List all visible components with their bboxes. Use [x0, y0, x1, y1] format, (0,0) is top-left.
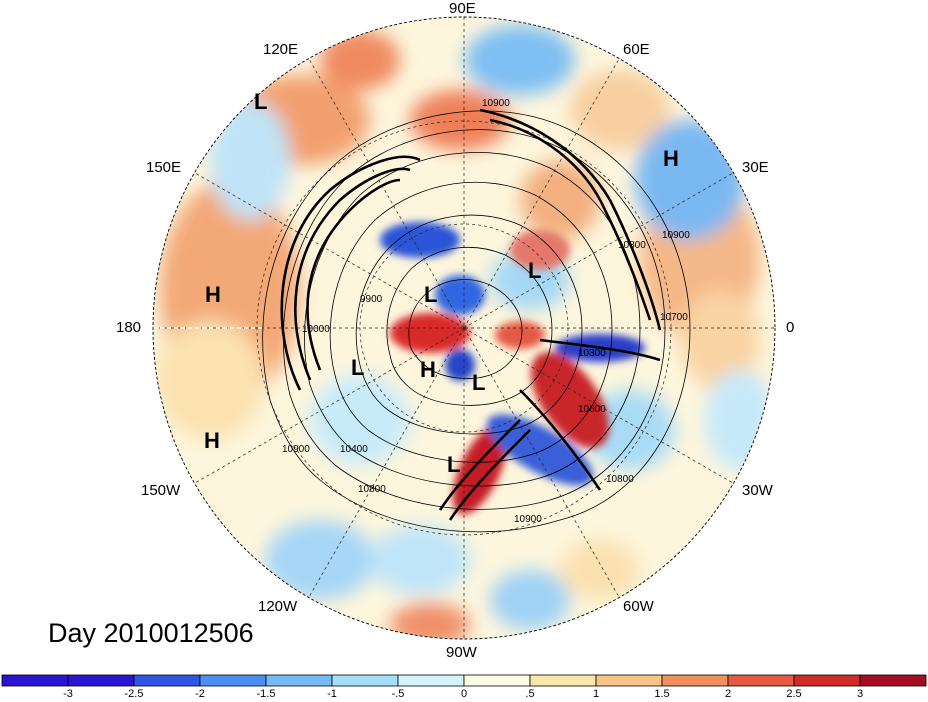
colorbar-box [265, 674, 333, 687]
colorbar-box [331, 674, 399, 687]
colorbar-box [859, 674, 927, 687]
contour-label: 10900 [514, 514, 542, 525]
pressure-center-low: L [351, 355, 364, 380]
colorbar-box [793, 674, 861, 687]
colorbar-box [1, 674, 69, 687]
colorbar-box [133, 674, 201, 687]
pressure-center-high: H [420, 357, 436, 382]
longitude-label-0: 0 [786, 319, 795, 336]
longitude-label-120w: 120W [258, 598, 298, 615]
colorbar-tick-label: 2.5 [786, 688, 802, 700]
colorbar-tick-label: -.5 [391, 688, 405, 700]
longitude-label-150w: 150W [141, 482, 181, 499]
pressure-center-high: H [663, 146, 679, 171]
pressure-center-high: H [205, 282, 221, 307]
contour-label: 9900 [360, 294, 383, 305]
longitude-label-150e: 150E [146, 159, 182, 176]
colorbar-tick-label: 1.5 [654, 688, 670, 700]
contour-label: 10700 [660, 312, 688, 323]
pressure-center-low: L [472, 370, 485, 395]
pressure-center-low: L [447, 452, 460, 477]
colorbar-tick-label: .5 [525, 688, 535, 700]
figure-title: Day 2010012506 [48, 618, 254, 648]
longitude-label-180: 180 [116, 319, 142, 336]
colorbar-tick-label: -3 [63, 688, 73, 700]
contour-label: 10900 [662, 230, 690, 241]
map-boundary [152, 16, 776, 640]
pressure-center-low: L [254, 89, 267, 114]
colorbar [1, 674, 927, 687]
colorbar-tick-label: -1 [327, 688, 337, 700]
contour-label: 10800 [606, 474, 634, 485]
contour-label-group: 10900 10800 10700 10600 10300 10000 9900… [282, 98, 690, 525]
colorbar-box [463, 674, 531, 687]
colorbar-box [67, 674, 135, 687]
height-contours [262, 110, 691, 533]
contour-label: 10400 [340, 444, 368, 455]
contour-label: 10900 [282, 444, 310, 455]
pressure-center-low: L [424, 282, 437, 307]
pressure-center-low: L [528, 258, 541, 283]
colorbar-box [661, 674, 729, 687]
colorbar-tick-label: 3 [856, 688, 864, 700]
colorbar-box [529, 674, 597, 687]
graticule [153, 17, 775, 639]
contour-label: 10800 [618, 240, 646, 251]
pressure-center-group: L H H L L H L L H L [204, 89, 679, 477]
colorbar-tick-label: 2 [724, 688, 732, 700]
colorbar-box [595, 674, 663, 687]
contour-label: 10900 [482, 98, 510, 109]
colorbar-tick-label: -1.5 [256, 688, 276, 700]
longitude-label-90e: 90E [449, 0, 476, 17]
longitude-label-120e: 120E [263, 41, 299, 58]
longitude-label-60e: 60E [623, 41, 650, 58]
anomaly-field [153, 17, 775, 639]
colorbar-tick-label: 1 [592, 688, 600, 700]
colorbar-tick-label: -2 [195, 688, 205, 700]
colorbar-box [397, 674, 465, 687]
longitude-label-90w: 90W [446, 644, 477, 661]
colorbar-tick-label: 0 [460, 688, 468, 700]
contour-label: 10800 [358, 484, 386, 495]
longitude-label-30w: 30W [742, 482, 773, 499]
colorbar-tick-label: -2.5 [124, 688, 144, 700]
colorbar-box [199, 674, 267, 687]
colorbar-box [727, 674, 795, 687]
contour-label: 10000 [302, 324, 330, 335]
pressure-center-high: H [204, 428, 220, 453]
longitude-label-60w: 60W [623, 598, 654, 615]
contour-label: 10300 [578, 348, 606, 359]
longitude-label-30e: 30E [742, 159, 769, 176]
contour-label: 10600 [578, 404, 606, 415]
